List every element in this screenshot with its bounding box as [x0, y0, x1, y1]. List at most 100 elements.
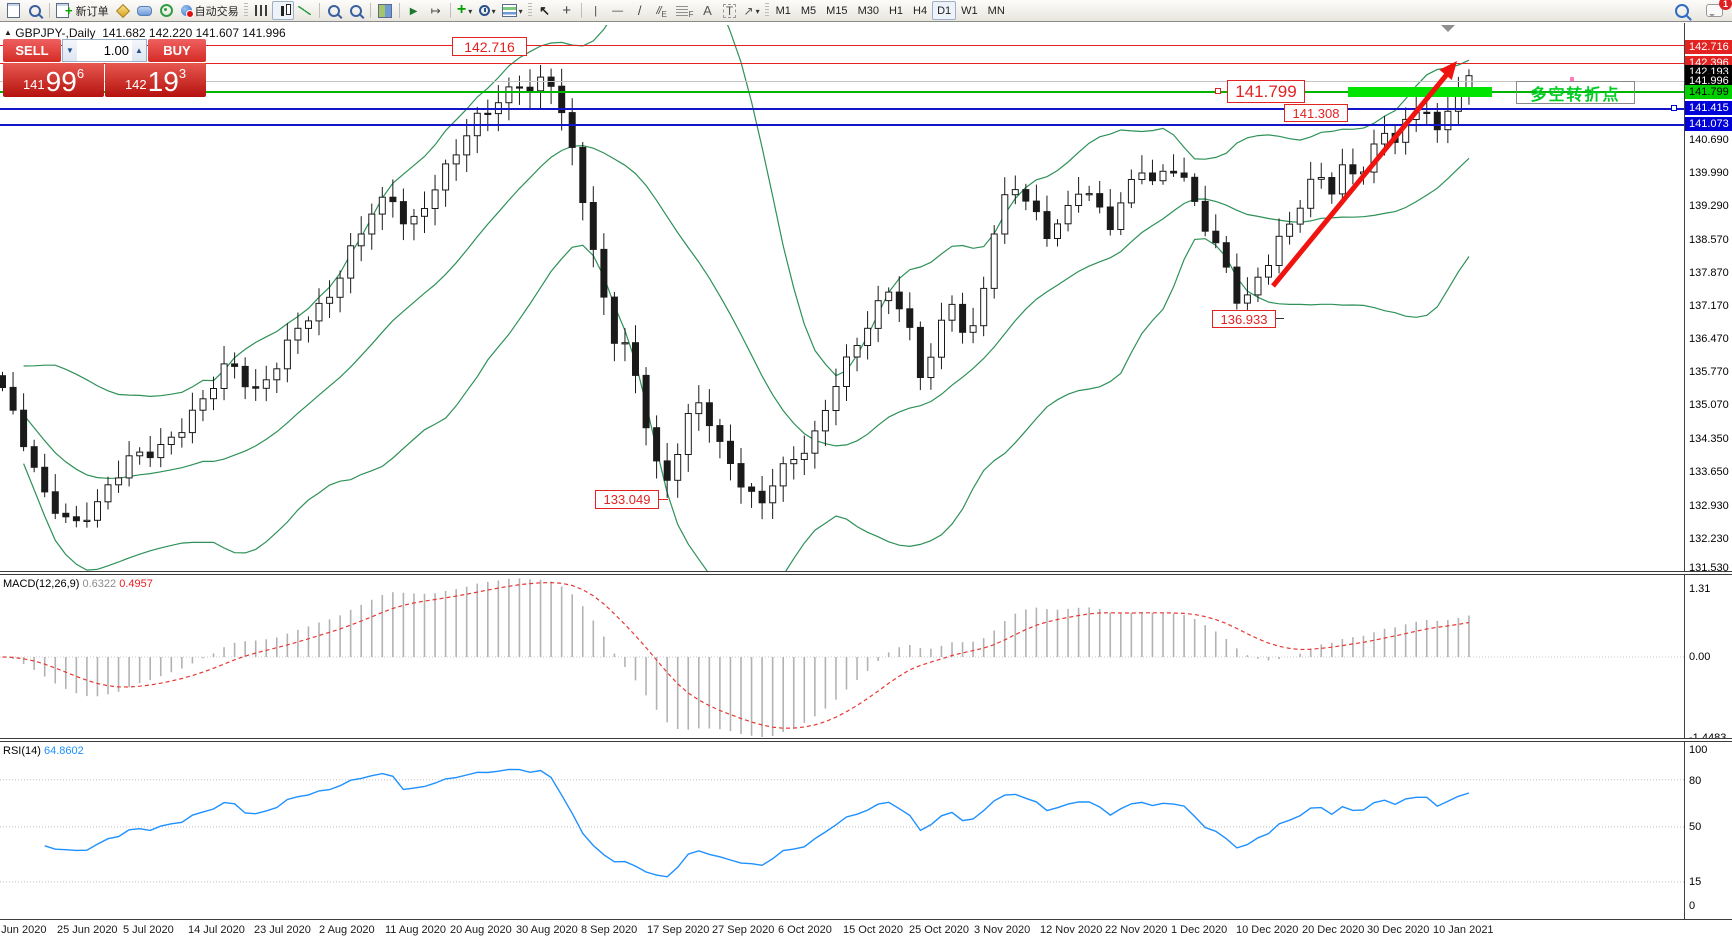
trendline-button[interactable] [629, 1, 651, 20]
ask-price-button[interactable]: 142 19 3 [105, 63, 206, 97]
text-button[interactable]: A [697, 1, 719, 20]
auto-trading-button[interactable]: 自动交易 [178, 1, 242, 20]
tile-windows-button[interactable] [374, 1, 396, 20]
axis-tick-132.930: 132.930 [1689, 500, 1729, 512]
price-line-141415[interactable] [0, 108, 1684, 110]
candle [716, 425, 724, 442]
timeframe-h4-button[interactable]: H4 [913, 4, 928, 17]
bar-chart-button[interactable] [250, 1, 272, 20]
trend-arrow[interactable] [1271, 71, 1450, 288]
macd-pane-divider[interactable] [0, 571, 1732, 575]
buy-button[interactable]: BUY [148, 39, 206, 62]
chart-shift-marker[interactable] [1441, 25, 1455, 32]
periods-button[interactable] [476, 1, 499, 20]
candle [1043, 211, 1051, 240]
vertical-line-button[interactable] [585, 1, 607, 20]
fibonacci-icon [675, 5, 688, 16]
timeframe-d1-button[interactable]: D1 [932, 1, 957, 20]
candle [516, 86, 523, 89]
candle [1180, 172, 1188, 178]
auto-scroll-button[interactable] [403, 1, 425, 20]
volume-increase-button[interactable] [132, 40, 146, 61]
indicators-button[interactable] [454, 1, 476, 20]
timeframe-h1-button[interactable]: H1 [888, 4, 904, 17]
chart-shift-button[interactable] [425, 1, 447, 20]
ask-price-pip: 3 [178, 66, 187, 81]
price-line-141996[interactable] [0, 81, 1684, 82]
market-watch-button[interactable] [134, 1, 156, 20]
price-callout-141799[interactable]: 141.799 [1227, 80, 1305, 103]
candle [1127, 179, 1135, 204]
templates-button[interactable] [499, 1, 526, 20]
price-axis[interactable]: 140.690 139.990 139.290 138.570 137.870 137.1… [1685, 0, 1732, 938]
line-anchor-handle[interactable] [1215, 88, 1221, 94]
candle [1243, 294, 1251, 304]
zoom-in-button[interactable] [323, 1, 345, 20]
line-anchor-handle[interactable] [1671, 105, 1677, 111]
toolbar-separator [580, 3, 582, 18]
date-axis[interactable]: 6 Jun 2020 25 Jun 2020 5 Jul 2020 14 Jul 20… [0, 921, 1684, 938]
turning-point-note[interactable]: 多空转折点 [1516, 81, 1635, 104]
support-zone-bar[interactable] [1348, 87, 1492, 97]
timeframe-mn-button[interactable]: MN [987, 4, 1005, 17]
arrows-button[interactable] [741, 1, 763, 20]
price-line-141799[interactable] [0, 91, 1684, 93]
expand-arrow-icon: ▲ [4, 28, 12, 37]
new-order-button[interactable]: + 新订单 [53, 1, 112, 20]
axis-tick-50: 50 [1689, 821, 1702, 833]
signals-button[interactable] [156, 1, 178, 20]
zoom-out-button[interactable] [345, 1, 367, 20]
candle [9, 386, 17, 411]
candle [579, 146, 587, 203]
price-line-141073[interactable] [0, 124, 1684, 126]
price-line-142716[interactable] [0, 45, 1684, 46]
horizontal-line-button[interactable] [607, 1, 629, 20]
candle [1381, 132, 1389, 145]
price-callout-142716[interactable]: 142.716 [452, 37, 527, 56]
rsi-pane-divider[interactable] [0, 738, 1732, 742]
candle [790, 459, 798, 465]
date-label: 30 Dec 2020 [1367, 924, 1430, 936]
price-line-142396[interactable] [0, 63, 1684, 64]
bid-price-integer: 141 [22, 77, 45, 92]
cursor-button[interactable] [534, 1, 556, 20]
date-label: 25 Jun 2020 [57, 924, 118, 936]
axis-tick-135.770: 135.770 [1689, 366, 1729, 378]
sell-button[interactable]: SELL [3, 39, 61, 62]
new-chart-button[interactable] [2, 1, 24, 20]
volume-input[interactable]: 1.00 [103, 43, 129, 58]
crosshair-button[interactable] [556, 1, 578, 20]
profiles-button[interactable] [24, 1, 46, 20]
price-callout-141308[interactable]: 141.308 [1284, 104, 1348, 122]
text-label-button[interactable]: T [719, 1, 741, 20]
price-callout-136933[interactable]: 136.933 [1212, 310, 1276, 328]
candle [1149, 172, 1156, 182]
notifications-button[interactable]: 1 [1703, 0, 1732, 20]
bid-price-button[interactable]: 141 99 6 [3, 63, 104, 97]
volume-decrease-button[interactable] [63, 40, 77, 61]
timeframe-m5-button[interactable]: M5 [800, 4, 817, 17]
fibonacci-button[interactable]: F [673, 1, 697, 20]
candle [663, 460, 671, 481]
timeframe-m15-button[interactable]: M15 [826, 4, 848, 17]
timeframe-m30-button[interactable]: M30 [857, 4, 879, 17]
candle [1423, 111, 1431, 115]
search-button[interactable] [1671, 1, 1693, 20]
note-anchor-handle[interactable] [1570, 77, 1574, 81]
equidistant-channel-button[interactable]: E [651, 1, 673, 20]
candlestick-chart-button[interactable] [271, 1, 294, 20]
candle [1054, 223, 1061, 239]
timeframe-m1-button[interactable]: M1 [775, 4, 791, 17]
candle [948, 303, 956, 321]
candle [1338, 164, 1346, 195]
price-callout-133049[interactable]: 133.049 [595, 490, 659, 509]
volume-stepper[interactable]: 1.00 [62, 39, 147, 62]
quotes-button[interactable] [112, 1, 134, 20]
candle [83, 519, 91, 522]
candle [843, 356, 850, 387]
timeframe-w1-button[interactable]: W1 [961, 4, 978, 17]
axis-tick-100: 100 [1689, 744, 1708, 756]
axis-price-badge-142716: 142.716 [1685, 40, 1732, 54]
line-chart-button[interactable] [294, 1, 316, 20]
